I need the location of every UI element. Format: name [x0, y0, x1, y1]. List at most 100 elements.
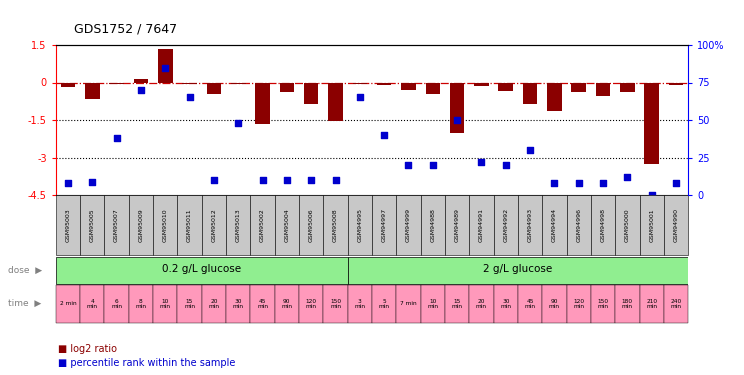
Text: GSM94991: GSM94991	[479, 208, 484, 242]
Point	[451, 117, 463, 123]
Text: GSM95005: GSM95005	[90, 208, 94, 242]
Text: GSM94989: GSM94989	[455, 208, 460, 242]
Bar	[251, 195, 275, 255]
Bar	[450, 82, 464, 132]
Bar	[251, 285, 275, 322]
Point	[330, 177, 341, 183]
Bar	[80, 285, 104, 322]
Bar	[474, 82, 489, 86]
Point	[86, 178, 98, 184]
Text: 20
min: 20 min	[208, 298, 219, 309]
Point	[597, 180, 609, 186]
Text: 7 min: 7 min	[400, 301, 417, 306]
Bar	[445, 285, 469, 322]
Bar	[299, 195, 324, 255]
Text: 120
min: 120 min	[306, 298, 317, 309]
Text: GSM95006: GSM95006	[309, 208, 314, 242]
Text: 20
min: 20 min	[476, 298, 487, 309]
Text: 10
min: 10 min	[427, 298, 438, 309]
Point	[573, 180, 585, 186]
Bar	[280, 82, 294, 92]
Point	[646, 192, 658, 198]
Point	[184, 94, 196, 100]
Point	[257, 177, 269, 183]
Text: 10
min: 10 min	[160, 298, 171, 309]
Text: 15
min: 15 min	[452, 298, 463, 309]
Text: 2 g/L glucose: 2 g/L glucose	[484, 264, 553, 274]
Bar	[615, 195, 640, 255]
Point	[62, 180, 74, 186]
Text: GSM95000: GSM95000	[625, 208, 630, 242]
Bar	[202, 285, 226, 322]
Text: 6
min: 6 min	[111, 298, 122, 309]
Bar	[324, 285, 347, 322]
Text: 180
min: 180 min	[622, 298, 633, 309]
Point	[111, 135, 123, 141]
Text: GSM95002: GSM95002	[260, 208, 265, 242]
Bar	[347, 285, 372, 322]
Text: dose  ▶: dose ▶	[8, 266, 42, 274]
Bar	[353, 82, 367, 84]
Text: 30
min: 30 min	[500, 298, 511, 309]
Bar	[299, 285, 324, 322]
Bar	[324, 195, 347, 255]
Point	[354, 94, 366, 100]
Point	[525, 147, 536, 153]
Bar	[304, 82, 318, 104]
Bar	[80, 195, 104, 255]
Text: 120
min: 120 min	[573, 298, 584, 309]
Bar	[498, 82, 513, 90]
Point	[670, 180, 682, 186]
Bar	[85, 82, 100, 99]
Point	[232, 120, 244, 126]
Bar	[664, 285, 688, 322]
Text: GSM94997: GSM94997	[382, 208, 387, 242]
Bar	[226, 195, 251, 255]
Bar	[567, 285, 591, 322]
Bar	[207, 82, 221, 94]
Bar	[372, 285, 397, 322]
Text: GSM94990: GSM94990	[673, 208, 679, 242]
Bar	[397, 285, 420, 322]
Bar	[347, 195, 372, 255]
Bar	[596, 82, 610, 96]
Text: 0.2 g/L glucose: 0.2 g/L glucose	[162, 264, 241, 274]
Bar	[620, 82, 635, 92]
Bar	[547, 82, 562, 111]
Point	[208, 177, 220, 183]
Text: 15
min: 15 min	[184, 298, 195, 309]
Text: 45
min: 45 min	[257, 298, 268, 309]
Text: 90
min: 90 min	[549, 298, 560, 309]
Point	[621, 174, 633, 180]
Bar	[523, 82, 537, 104]
Bar	[177, 285, 202, 322]
Text: GSM95003: GSM95003	[65, 208, 71, 242]
Bar	[669, 82, 683, 84]
Point	[475, 159, 487, 165]
Bar	[493, 195, 518, 255]
Bar	[377, 82, 391, 84]
Bar	[202, 195, 226, 255]
Text: 5
min: 5 min	[379, 298, 390, 309]
Point	[305, 177, 317, 183]
Bar	[518, 195, 542, 255]
Bar	[426, 82, 440, 94]
Text: 150
min: 150 min	[597, 298, 609, 309]
Text: GSM95007: GSM95007	[114, 208, 119, 242]
Text: GSM94999: GSM94999	[406, 208, 411, 242]
Text: GSM94995: GSM94995	[357, 208, 362, 242]
Text: ■ log2 ratio: ■ log2 ratio	[58, 345, 117, 354]
Text: GSM94998: GSM94998	[600, 208, 606, 242]
Bar	[56, 256, 347, 284]
Text: GSM95004: GSM95004	[284, 208, 289, 242]
Text: 210
min: 210 min	[646, 298, 657, 309]
Text: ■ percentile rank within the sample: ■ percentile rank within the sample	[58, 358, 235, 368]
Bar	[372, 195, 397, 255]
Text: GSM94994: GSM94994	[552, 208, 557, 242]
Text: GSM94996: GSM94996	[577, 208, 581, 242]
Text: 45
min: 45 min	[525, 298, 536, 309]
Text: GSM94988: GSM94988	[430, 208, 435, 242]
Text: 240
min: 240 min	[670, 298, 682, 309]
Bar	[640, 195, 664, 255]
Bar	[542, 195, 567, 255]
